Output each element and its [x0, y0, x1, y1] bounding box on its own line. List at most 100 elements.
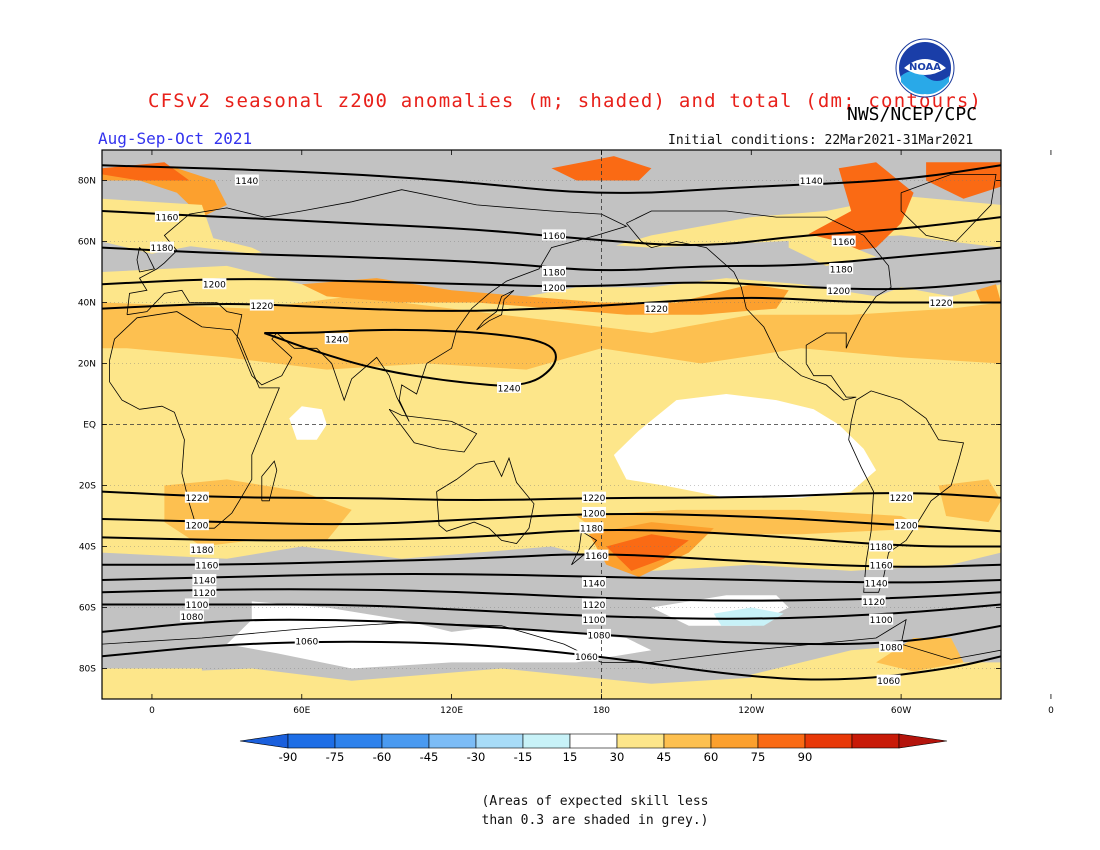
- lat-label: 80N: [78, 177, 96, 187]
- contour-1240-anticyclone: [263, 328, 557, 387]
- contour-label-text: 1220: [582, 494, 605, 504]
- contour-label: 1220: [929, 296, 954, 309]
- japan-coast: [476, 289, 515, 331]
- agency-label: NWS/NCEP/CPC: [847, 104, 978, 125]
- contour-label-box: [579, 522, 604, 534]
- colorbar-swatch: [616, 733, 665, 749]
- contour-label-box: [861, 595, 886, 607]
- contour-label: 1120: [861, 595, 886, 608]
- contour-label-box: [192, 574, 217, 586]
- contour-label-box: [184, 519, 209, 531]
- map-axes: 80N 60N 40N 20N EQ 20S 40S 60S 80S 0 60E 120E 180 120…: [78, 150, 1054, 716]
- initial-conditions-label: Initial conditions: 22Mar2021-31Mar2021: [668, 133, 974, 148]
- contour-label-text: 1120: [193, 589, 216, 599]
- noaa-logo-text: NOAA: [909, 62, 941, 73]
- contour-label-text: 1080: [180, 613, 203, 623]
- contour-label: 1200: [202, 278, 227, 291]
- contour-label-box: [154, 211, 179, 223]
- colorbar-label: -75: [326, 750, 345, 764]
- map-title: CFSv2 seasonal z200 anomalies (m; shaded…: [148, 90, 983, 112]
- contour-label-box: [179, 610, 204, 622]
- contour-label: 1060: [574, 650, 599, 663]
- contour-label-text: 1060: [295, 638, 318, 648]
- colorbar-label: -60: [373, 750, 392, 764]
- contour-label: 1080: [879, 641, 904, 654]
- contour-label: 1120: [192, 586, 217, 599]
- pos-south-atlantic: [876, 638, 964, 672]
- lat-label: 20S: [79, 482, 96, 492]
- greenland-coast: [900, 174, 997, 242]
- contour-label: 1200: [184, 519, 209, 532]
- lon-label: 0: [149, 706, 155, 716]
- contour-label: 1220: [581, 491, 606, 504]
- colorbar-swatch: [663, 733, 712, 749]
- contour-label: 1160: [584, 549, 609, 562]
- north-america-coast: [626, 210, 892, 401]
- contour-label-box: [869, 613, 894, 625]
- contour-label-box: [799, 174, 824, 186]
- noaa-logo-icon: NOAA: [895, 38, 955, 98]
- skill-note-line-1: (Areas of expected skill less: [481, 794, 709, 809]
- pos-europe-north: [926, 162, 1001, 199]
- colorbar-label: 90: [798, 750, 813, 764]
- contour-label-box: [234, 174, 259, 186]
- contour-label: 1160: [869, 558, 894, 571]
- contour-label-box: [541, 281, 566, 293]
- contour-label: 1160: [541, 229, 566, 242]
- pos-tropical-belt-north: [102, 296, 1001, 370]
- madagascar-coast: [261, 460, 278, 502]
- contour-1220-north: [102, 296, 1001, 312]
- lon-label: 0: [1048, 706, 1054, 716]
- contour-label-text: 1200: [582, 509, 605, 519]
- contour-label-box: [929, 296, 954, 308]
- contour-label: 1140: [799, 174, 824, 187]
- lon-label: 120W: [738, 706, 764, 716]
- contour-label: 1180: [149, 241, 174, 254]
- contour-label: 1180: [541, 266, 566, 279]
- contour-label-box: [189, 543, 214, 555]
- contour-label-text: 1100: [870, 616, 893, 626]
- lat-label: 80S: [79, 665, 96, 675]
- lon-label: 180: [593, 706, 610, 716]
- contour-label-box: [249, 299, 274, 311]
- colorbar-label: -30: [467, 750, 486, 764]
- contour-label-text: 1200: [203, 281, 226, 291]
- contour-label: 1200: [894, 519, 919, 532]
- colorbar-high-arrow: [898, 733, 948, 749]
- contour-1180-south: [102, 529, 1001, 548]
- colorbar-swatch: [381, 733, 430, 749]
- colorbar-swatch: [851, 733, 900, 749]
- contour-label-text: 1120: [862, 598, 885, 608]
- contour-label-box: [541, 266, 566, 277]
- contour-label-text: 1100: [185, 601, 208, 611]
- colorbar-label: -45: [420, 750, 439, 764]
- colorbar-swatch: [757, 733, 806, 749]
- pos-south-pacific-core: [606, 534, 689, 571]
- contour-label: 1080: [586, 628, 611, 641]
- contour-label: 1200: [581, 506, 606, 519]
- contour-label-box: [497, 381, 522, 393]
- pos-arctic-siberia: [551, 156, 652, 181]
- contour-label: 1180: [829, 262, 854, 275]
- contour-label-box: [644, 302, 669, 314]
- contour-label: 1240: [497, 381, 522, 394]
- contour-label-text: 1220: [930, 299, 953, 309]
- contour-label-box: [581, 491, 606, 503]
- contour-1220-south: [102, 490, 1001, 501]
- contour-label: 1100: [869, 613, 894, 626]
- contour-label-text: 1180: [190, 546, 213, 556]
- contour-label: 1180: [189, 543, 214, 556]
- antarctica-coast: [102, 618, 1001, 663]
- indonesia-coast: [388, 408, 478, 453]
- contour-label: 1220: [249, 299, 274, 312]
- contour-label-text: 1060: [877, 677, 900, 687]
- contour-label-text: 1180: [543, 269, 566, 279]
- lon-label: 120E: [440, 706, 463, 716]
- pos-south-atlantic-east: [938, 479, 1001, 523]
- contour-1160-north: [102, 210, 1001, 246]
- lat-label: 60S: [79, 604, 96, 614]
- skill-note: (Areas of expected skill less than 0.3 a…: [470, 792, 720, 830]
- neg-pacific-south: [713, 607, 784, 626]
- contour-label-text: 1180: [580, 525, 603, 535]
- contour-label: 1160: [831, 235, 856, 248]
